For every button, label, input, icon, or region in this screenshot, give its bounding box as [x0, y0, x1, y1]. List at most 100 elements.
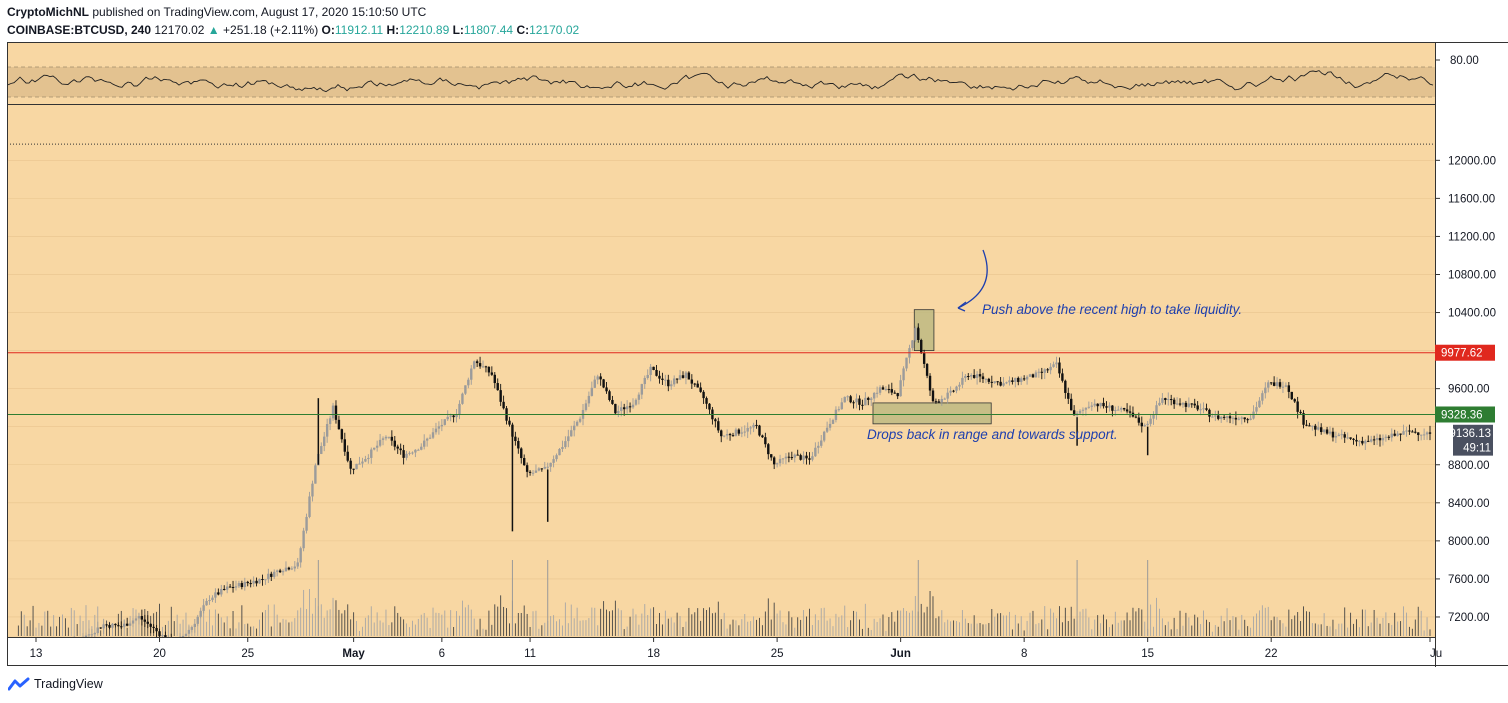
candle-body [681, 375, 685, 378]
candle-body [1049, 366, 1052, 371]
candle-body [270, 573, 273, 577]
candle-body [672, 378, 676, 385]
candle-body [161, 635, 164, 637]
open-value: 11912.11 [334, 23, 384, 37]
candle-body [1425, 432, 1429, 435]
candle-body [699, 387, 702, 392]
candle-body [620, 407, 623, 411]
candle-body [1005, 382, 1008, 384]
candle-body [452, 415, 455, 418]
candle-body [1225, 416, 1229, 418]
candle-body [978, 374, 982, 377]
resistance-tag [1435, 344, 1495, 361]
candle-body [814, 447, 817, 457]
candle-body [1193, 403, 1196, 406]
candle-body [1146, 423, 1149, 426]
tradingview-logo-icon[interactable] [8, 677, 30, 691]
candle-body [1287, 385, 1291, 392]
candle-body [255, 580, 258, 584]
candle-body [1025, 376, 1029, 380]
price-chart[interactable]: 12000.00 11600.00 11200.00 10800.00 10400.00… [0, 0, 1508, 667]
candle-body [737, 429, 741, 434]
candle-body [1384, 436, 1388, 438]
candle-body [899, 380, 902, 397]
candle-body [1408, 430, 1411, 432]
candle-body [393, 440, 396, 447]
price-tick-label: 11200.00 [1448, 231, 1495, 243]
support-tag [1435, 406, 1495, 423]
candle-body [517, 441, 520, 449]
candle-body [425, 438, 429, 441]
candle-body [843, 396, 846, 403]
candle-body [117, 625, 120, 627]
candle-body [214, 592, 217, 598]
candle-body [714, 419, 717, 422]
candle-body [1011, 380, 1014, 382]
candle-body [123, 623, 126, 627]
candle-body [940, 398, 944, 403]
candle-body [325, 424, 329, 437]
candle-body [1120, 408, 1123, 410]
candle-body [1169, 399, 1173, 401]
publisher-name[interactable]: CryptoMichNL [7, 5, 89, 19]
candle-body [570, 430, 573, 437]
candle-body [314, 465, 317, 484]
candle-body [625, 406, 629, 410]
range-zone [872, 402, 992, 425]
time-tick-label: 18 [647, 648, 660, 660]
symbol-label[interactable]: COINBASE:BTCUSD, 240 [7, 23, 152, 37]
candle-body [1317, 427, 1320, 430]
candle-body [855, 398, 858, 403]
candle-body [631, 404, 635, 408]
candle-body [984, 378, 988, 380]
candle-body [946, 392, 949, 399]
candle-body [1402, 431, 1405, 435]
candle-body [658, 375, 661, 379]
candle-body [796, 454, 799, 456]
candle-body [1249, 418, 1252, 420]
candle-body [1396, 433, 1399, 436]
candle-body [405, 453, 408, 458]
candle-body [1017, 377, 1020, 382]
candle-body [775, 463, 779, 465]
price-tick-label: 8400.00 [1448, 498, 1490, 510]
candle-body [896, 393, 899, 397]
candle-body [1240, 417, 1243, 419]
candle-body [375, 445, 379, 448]
candle-body [617, 410, 620, 414]
candle-body [587, 395, 591, 404]
time-tick-label: 11 [524, 648, 536, 660]
annotation-drop: Drops back in range and towards support. [867, 427, 1118, 442]
candle-body [596, 376, 599, 380]
candle-body [346, 451, 349, 461]
tradingview-brand[interactable]: TradingView [34, 677, 103, 691]
high-label: H: [386, 23, 400, 37]
candle-body [408, 452, 411, 454]
candle-body [158, 631, 161, 637]
candle-body [252, 580, 255, 584]
candle-body [808, 458, 811, 460]
ohlc-line: COINBASE:BTCUSD, 240 12170.02 ▲ +251.18 … [7, 23, 579, 37]
candle-body [584, 403, 588, 410]
candle-body [975, 374, 979, 378]
candle-body [820, 440, 823, 446]
price-axis: 12000.00 11600.00 11200.00 10800.00 10400.00… [1435, 55, 1496, 624]
candle-body [717, 421, 720, 431]
candle-body [1105, 406, 1108, 408]
open-label: O: [321, 23, 335, 37]
candle-body [705, 398, 708, 404]
resistance-tag-label: 9977.62 [1441, 348, 1483, 360]
candle-body [149, 623, 152, 627]
candle-body [264, 579, 267, 581]
time-tick-label: 25 [241, 648, 254, 660]
time-tick-label: Ju [1430, 648, 1442, 660]
candle-body [402, 450, 405, 458]
candle-body [414, 449, 417, 453]
candle-body [384, 436, 388, 439]
candle-body [1422, 434, 1426, 436]
candle-body [278, 570, 282, 573]
candle-body [1022, 378, 1026, 380]
candle-body [90, 634, 94, 636]
candle-body [423, 440, 426, 447]
candle-body [684, 372, 688, 378]
